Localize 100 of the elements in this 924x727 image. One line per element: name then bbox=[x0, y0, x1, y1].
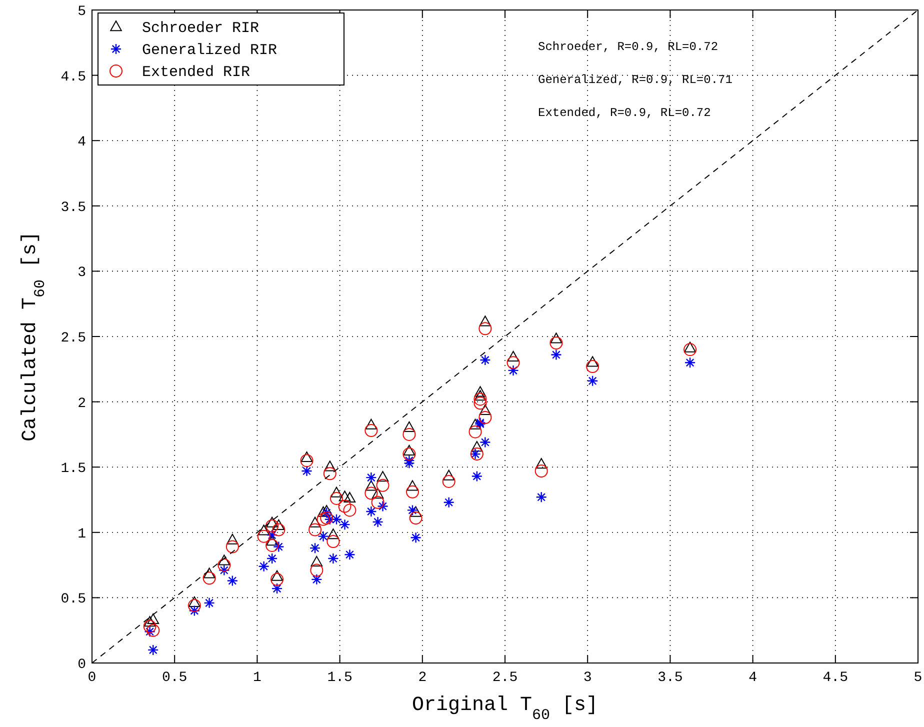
point bbox=[443, 496, 454, 508]
point bbox=[316, 512, 330, 526]
point bbox=[406, 480, 418, 491]
point bbox=[550, 349, 562, 360]
point bbox=[371, 496, 384, 509]
point bbox=[684, 343, 697, 356]
point bbox=[327, 528, 340, 540]
point bbox=[403, 421, 416, 432]
point bbox=[330, 514, 342, 525]
point bbox=[272, 523, 286, 536]
point bbox=[203, 568, 216, 578]
point bbox=[146, 624, 160, 637]
point bbox=[480, 354, 491, 366]
point bbox=[266, 519, 279, 532]
point bbox=[257, 530, 270, 543]
point bbox=[309, 516, 321, 528]
annotation: Extended, R=0.9, RL=0.72 bbox=[538, 106, 711, 120]
y-tick-label: 0 bbox=[78, 657, 86, 673]
point bbox=[147, 613, 160, 624]
point bbox=[410, 532, 422, 544]
point bbox=[366, 472, 377, 484]
point bbox=[586, 375, 598, 387]
point bbox=[301, 465, 312, 477]
y-tick-label: 0.5 bbox=[60, 592, 86, 608]
point bbox=[404, 454, 415, 466]
point bbox=[469, 418, 482, 430]
point bbox=[338, 500, 352, 513]
point bbox=[535, 458, 548, 469]
point bbox=[480, 436, 491, 448]
x-tick-label: 3.5 bbox=[658, 670, 683, 686]
point bbox=[550, 332, 562, 344]
point bbox=[218, 558, 231, 572]
point bbox=[402, 448, 416, 461]
point bbox=[366, 506, 377, 518]
point bbox=[442, 474, 456, 488]
annotation: Generalized, R=0.9, RL=0.71 bbox=[538, 73, 732, 87]
point bbox=[684, 357, 696, 368]
x-tick-label: 4.5 bbox=[822, 670, 848, 686]
point bbox=[324, 460, 336, 472]
point bbox=[328, 552, 339, 564]
point bbox=[344, 549, 356, 560]
point bbox=[148, 644, 159, 656]
point bbox=[478, 410, 492, 424]
point bbox=[258, 560, 270, 572]
y-tick-label: 3 bbox=[78, 265, 86, 282]
point bbox=[684, 342, 696, 352]
point bbox=[474, 396, 487, 410]
point bbox=[144, 626, 156, 638]
point bbox=[320, 507, 332, 518]
point bbox=[478, 322, 492, 336]
point bbox=[308, 523, 322, 536]
point bbox=[266, 538, 279, 552]
point bbox=[474, 386, 486, 397]
point bbox=[474, 390, 486, 401]
x-axis-title: Original T$_{60}$ [s] bbox=[412, 694, 598, 724]
legend-label: Schroeder RIR bbox=[142, 20, 260, 37]
point bbox=[365, 418, 378, 430]
point bbox=[204, 597, 215, 609]
point bbox=[143, 620, 156, 633]
legend-label: Generalized RIR bbox=[142, 42, 278, 59]
point bbox=[402, 428, 416, 441]
point bbox=[273, 541, 284, 552]
point bbox=[266, 529, 278, 541]
point bbox=[406, 485, 419, 498]
annotation: Schroeder, R=0.9, RL=0.72 bbox=[538, 40, 718, 54]
point bbox=[507, 350, 520, 362]
x-tick-label: 2 bbox=[418, 670, 427, 686]
point bbox=[343, 504, 356, 517]
point bbox=[270, 572, 284, 586]
point bbox=[266, 535, 278, 546]
point bbox=[550, 336, 563, 350]
point bbox=[226, 534, 238, 544]
y-tick-label: 2.5 bbox=[60, 330, 86, 346]
x-tick-label: 0 bbox=[88, 670, 96, 686]
point bbox=[404, 458, 415, 469]
point bbox=[372, 516, 384, 528]
point bbox=[410, 506, 422, 517]
point bbox=[258, 524, 270, 536]
point bbox=[310, 556, 323, 567]
point bbox=[188, 605, 200, 616]
point bbox=[218, 554, 230, 566]
point bbox=[406, 504, 418, 516]
point bbox=[266, 552, 278, 564]
x-tick-label: 4 bbox=[748, 670, 758, 686]
point bbox=[218, 564, 230, 576]
x-tick-label: 2.5 bbox=[492, 670, 518, 686]
point bbox=[479, 316, 492, 326]
point bbox=[326, 535, 340, 548]
point bbox=[376, 478, 390, 492]
point bbox=[442, 470, 455, 480]
point bbox=[365, 480, 378, 491]
point bbox=[586, 360, 600, 374]
point bbox=[508, 364, 519, 376]
point bbox=[377, 500, 388, 512]
y-tick-label: 4 bbox=[78, 134, 86, 151]
y-tick-label: 4.5 bbox=[60, 69, 86, 86]
x-tick-label: 1 bbox=[252, 670, 262, 686]
point bbox=[320, 505, 332, 516]
point bbox=[470, 448, 481, 460]
point bbox=[409, 512, 422, 525]
